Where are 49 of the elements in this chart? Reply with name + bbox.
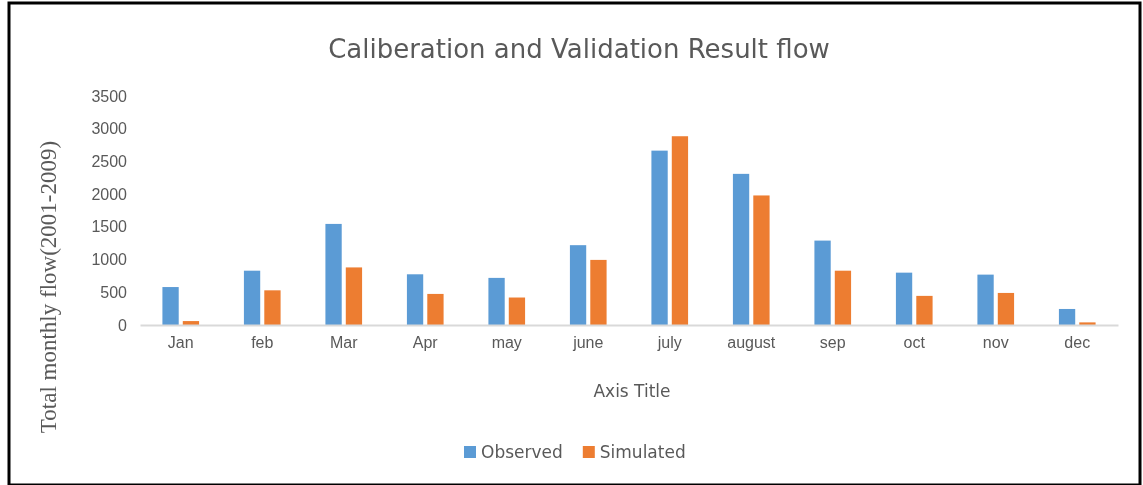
bar (814, 240, 831, 325)
x-axis-title: Axis Title (593, 381, 671, 401)
y-tick-label: 1000 (91, 251, 128, 269)
bar (834, 270, 852, 325)
bar (895, 272, 913, 325)
y-tick-label: 2000 (91, 185, 128, 203)
y-tick-label: 0 (118, 316, 128, 334)
x-tick-label: Jan (167, 334, 194, 352)
y-tick-label: 2500 (91, 153, 128, 171)
x-tick-label: Mar (329, 334, 359, 352)
bar (243, 270, 261, 325)
bar (651, 150, 668, 325)
bar (590, 259, 607, 325)
y-tick-label: 3000 (91, 120, 128, 138)
bar (406, 274, 424, 325)
x-tick-label: august (727, 334, 776, 352)
bar (264, 290, 281, 325)
bar (732, 173, 750, 325)
bar (1079, 322, 1096, 325)
y-tick-label: 1500 (91, 218, 128, 236)
x-tick-label: sep (819, 334, 846, 352)
x-tick-label: june (572, 334, 604, 352)
x-tick-label: feb (251, 334, 274, 352)
bar (1058, 308, 1076, 325)
legend-label: Observed (481, 442, 563, 462)
x-tick-label: july (656, 334, 682, 352)
bar (977, 274, 994, 325)
bar (916, 295, 933, 325)
bar (427, 293, 444, 325)
x-tick-label: dec (1064, 334, 1091, 352)
bar (325, 223, 342, 325)
bar (569, 245, 587, 325)
bar (488, 277, 505, 325)
legend-label: Simulated (599, 442, 686, 462)
bar (345, 267, 363, 325)
x-tick-label: nov (982, 334, 1009, 352)
y-axis-title: Total monthly flow(2001-2009) (36, 140, 61, 434)
y-tick-label: 3500 (91, 87, 128, 105)
bar (508, 297, 526, 325)
bar (753, 195, 770, 325)
chart-title: Caliberation and Validation Result flow (328, 34, 830, 64)
x-tick-label: may (491, 334, 522, 352)
x-tick-label: Apr (412, 334, 439, 352)
bar (671, 136, 689, 325)
bar (162, 287, 179, 325)
x-tick-label: oct (903, 334, 926, 352)
bar (997, 292, 1015, 325)
bar (182, 321, 200, 325)
y-tick-label: 500 (100, 283, 128, 301)
